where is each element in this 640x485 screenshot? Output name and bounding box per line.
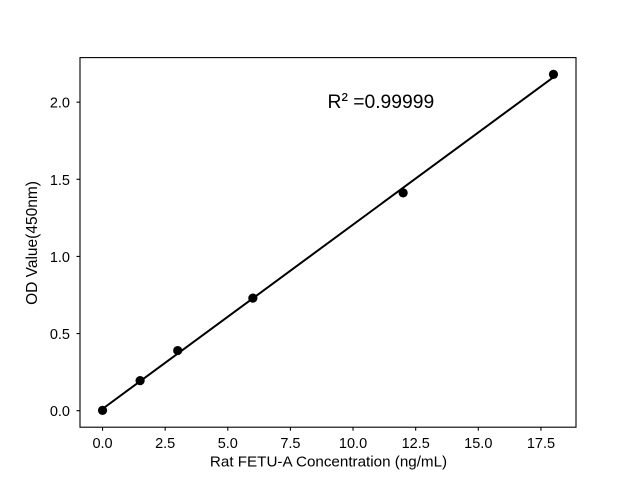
svg-text:17.5: 17.5 [527, 436, 555, 452]
svg-text:7.5: 7.5 [280, 436, 300, 452]
svg-text:1.0: 1.0 [50, 250, 70, 266]
svg-text:2.0: 2.0 [50, 96, 70, 112]
svg-text:R² =0.99999: R² =0.99999 [328, 91, 435, 114]
svg-text:0.0: 0.0 [92, 436, 112, 452]
svg-text:15.0: 15.0 [464, 436, 492, 452]
svg-text:10.0: 10.0 [339, 436, 367, 452]
svg-text:1.5: 1.5 [50, 173, 70, 189]
svg-text:5.0: 5.0 [218, 436, 238, 452]
svg-text:2.5: 2.5 [155, 436, 175, 452]
svg-text:OD Value(450nm): OD Value(450nm) [24, 181, 41, 305]
svg-text:Rat FETU-A Concentration (ng/m: Rat FETU-A Concentration (ng/mL) [210, 454, 447, 471]
svg-text:12.5: 12.5 [402, 436, 430, 452]
svg-text:0.5: 0.5 [50, 327, 70, 343]
svg-text:0.0: 0.0 [50, 404, 70, 420]
